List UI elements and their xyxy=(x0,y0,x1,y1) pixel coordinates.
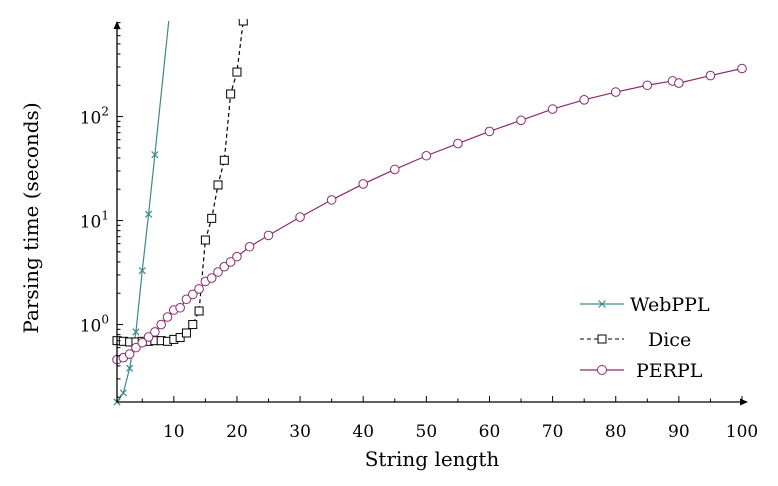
point-perpl-22 xyxy=(244,241,255,252)
legend-item-webppl: WebPPL xyxy=(580,294,710,316)
y-axis-arrow xyxy=(113,21,121,29)
point-webppl-5 xyxy=(138,267,146,275)
point-dice-11 xyxy=(175,333,185,343)
point-perpl-45 xyxy=(389,164,400,175)
x-tick-label-20: 20 xyxy=(226,422,248,442)
point-dice-16 xyxy=(207,213,217,223)
point-perpl-3 xyxy=(124,349,135,359)
x-tick-label-30: 30 xyxy=(289,422,311,442)
point-perpl-30 xyxy=(295,212,305,222)
point-perpl-11 xyxy=(175,302,185,313)
point-perpl-60 xyxy=(484,126,495,137)
point-perpl-14 xyxy=(194,284,204,294)
legend-label-dice: Dice xyxy=(648,329,691,351)
x-tick-label-80: 80 xyxy=(605,422,627,442)
point-dice-15 xyxy=(200,235,210,245)
point-webppl-4 xyxy=(132,328,140,336)
legend-marker-dice xyxy=(597,334,607,344)
x-axis-label: String length xyxy=(365,447,500,471)
y-axis-label: Parsing time (seconds) xyxy=(19,102,43,333)
x-tick-label-10: 10 xyxy=(163,422,185,442)
series-line-webppl xyxy=(116,20,170,403)
point-dice-21 xyxy=(238,19,248,26)
point-dice-12 xyxy=(181,328,191,338)
x-ticks: 10 20 30 40 50 60 70 80 90 100 xyxy=(141,396,758,442)
point-perpl-85 xyxy=(642,80,653,91)
series-webppl xyxy=(113,20,170,406)
point-perpl-40 xyxy=(358,179,369,189)
legend-marker-webppl xyxy=(598,300,606,308)
point-perpl-25 xyxy=(263,230,274,241)
x-tick-label-50: 50 xyxy=(416,422,438,442)
point-perpl-90 xyxy=(674,78,684,88)
plot-area xyxy=(112,19,747,406)
y-tick-label-0: 100 xyxy=(80,313,109,337)
point-dice-13 xyxy=(188,320,198,330)
x-tick-label-100: 100 xyxy=(726,422,758,442)
point-dice-20 xyxy=(232,67,242,77)
point-dice-19 xyxy=(226,89,236,99)
point-perpl-75 xyxy=(579,94,589,105)
point-dice-17 xyxy=(213,180,223,190)
series-perpl xyxy=(112,63,747,365)
x-tick-label-60: 60 xyxy=(479,422,501,442)
point-dice-18 xyxy=(219,155,229,165)
point-perpl-19 xyxy=(225,257,236,267)
y-ticks: 100 101 102 xyxy=(80,22,123,398)
point-perpl-9 xyxy=(162,312,173,322)
point-perpl-17 xyxy=(213,267,223,277)
legend-item-perpl: PERPL xyxy=(580,360,703,382)
point-perpl-5 xyxy=(137,337,148,348)
point-perpl-70 xyxy=(547,104,558,114)
series-line-dice xyxy=(116,20,244,343)
legend-label-perpl: PERPL xyxy=(636,360,703,382)
point-perpl-50 xyxy=(421,150,432,161)
point-dice-14 xyxy=(194,306,204,316)
point-perpl-7 xyxy=(150,327,160,337)
point-perpl-6 xyxy=(143,332,154,342)
legend: WebPPL Dice PERPL xyxy=(580,294,710,382)
x-tick-label-70: 70 xyxy=(542,422,564,442)
point-perpl-35 xyxy=(326,195,337,205)
point-perpl-13 xyxy=(187,289,198,300)
legend-label-webppl: WebPPL xyxy=(630,294,710,316)
point-perpl-4 xyxy=(131,342,141,353)
x-axis-arrow xyxy=(740,398,748,406)
point-webppl-6 xyxy=(144,210,153,218)
point-perpl-95 xyxy=(705,70,716,81)
point-perpl-18 xyxy=(219,261,230,272)
point-webppl-2 xyxy=(119,389,127,397)
point-perpl-16 xyxy=(206,273,217,283)
point-perpl-80 xyxy=(610,87,621,97)
y-tick-label-1: 101 xyxy=(80,209,109,233)
series-dice xyxy=(112,19,248,347)
legend-marker-perpl xyxy=(597,365,607,375)
point-perpl-55 xyxy=(453,138,463,149)
x-tick-label-40: 40 xyxy=(352,422,374,442)
point-perpl-12 xyxy=(181,294,192,305)
x-tick-label-90: 90 xyxy=(668,422,690,442)
point-perpl-20 xyxy=(232,251,242,262)
legend-item-dice: Dice xyxy=(580,329,691,351)
point-perpl-100 xyxy=(737,63,747,74)
point-perpl-8 xyxy=(156,319,166,330)
point-webppl-7 xyxy=(151,151,159,159)
point-webppl-3 xyxy=(126,364,134,372)
y-tick-label-2: 102 xyxy=(80,105,109,129)
point-perpl-65 xyxy=(516,115,526,126)
